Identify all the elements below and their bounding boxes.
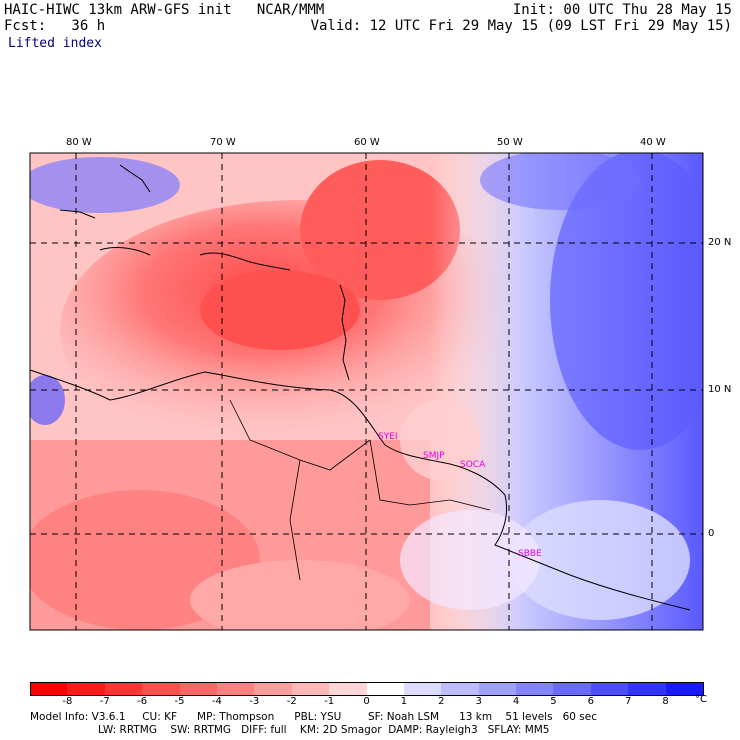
map-frame: [29, 152, 704, 631]
lon-label-70w: 70 W: [210, 137, 236, 148]
colorbar-tick-label: -6: [137, 696, 148, 707]
colorbar-tick-label: -4: [211, 696, 222, 707]
colorbar-tick-label: 6: [587, 696, 595, 707]
colorbar-swatch: [590, 682, 629, 696]
lifted-index-field: [30, 153, 703, 630]
colorbar-swatch: [142, 682, 181, 696]
lon-label-60w: 60 W: [354, 137, 380, 148]
lon-label-40w: 40 W: [640, 137, 666, 148]
field-name: Lifted index: [8, 36, 102, 51]
colorbar-tick-label: 1: [400, 696, 408, 707]
colorbar-swatch: [254, 682, 293, 696]
colorbar-swatch: [665, 682, 705, 696]
colorbar-swatch: [516, 682, 554, 696]
colorbar-swatch: [403, 682, 442, 696]
colorbar-swatch: [179, 682, 218, 696]
colorbar-swatch: [216, 682, 255, 696]
colorbar-unit: °C: [695, 694, 707, 705]
lat-label-10n: 10 N: [708, 384, 732, 395]
forecast-hour: Fcst: 36 h: [4, 18, 106, 34]
colorbar-tick-label: -5: [174, 696, 185, 707]
lon-label-80w: 80 W: [66, 137, 92, 148]
colorbar-swatch: [553, 682, 592, 696]
lon-label-50w: 50 W: [497, 137, 523, 148]
model-info-line1: Model Info: V3.6.1 CU: KF MP: Thompson P…: [30, 711, 597, 723]
model-title: HAIC-HIWC 13km ARW-GFS init NCAR/MMM: [4, 2, 325, 18]
colorbar-swatch: [329, 682, 367, 696]
lat-label-20n: 20 N: [708, 237, 732, 248]
colorbar-tick-label: 8: [662, 696, 669, 707]
colorbar-tick-label: -1: [324, 696, 335, 707]
station-sbbe: SBBE: [518, 549, 542, 559]
country-borders: [229, 399, 491, 581]
colorbar-swatch: [478, 682, 517, 696]
valid-time: Valid: 12 UTC Fri 29 May 15 (09 LST Fri …: [310, 18, 732, 34]
colorbar-swatch: [628, 682, 667, 696]
station-syei: SYEI: [378, 432, 398, 442]
graticule: [30, 153, 703, 630]
station-smjp: SMJP: [423, 451, 445, 461]
model-info-line2: LW: RRTMG SW: RRTMG DIFF: full KM: 2D Sm…: [98, 724, 550, 736]
init-time: Init: 00 UTC Thu 28 May 15: [512, 2, 732, 18]
colorbar-tick-label: 2: [438, 696, 445, 707]
colorbar-swatch: [30, 682, 69, 696]
colorbar-swatch: [67, 682, 106, 696]
colorbar-tick-label: 5: [550, 696, 557, 707]
colorbar-swatch: [104, 682, 143, 696]
colorbar-tick-label: -2: [286, 696, 297, 707]
colorbar-tick-label: -7: [99, 696, 110, 707]
lat-label-0: 0: [708, 528, 715, 539]
station-soca: SOCA: [460, 460, 486, 470]
colorbar-swatch: [291, 682, 330, 696]
colorbar-swatch: [366, 682, 405, 696]
colorbar-tick-label: 4: [512, 696, 520, 707]
coastlines: [29, 164, 691, 611]
colorbar-tick-label: -8: [62, 696, 73, 707]
colorbar-tick-label: 0: [363, 696, 370, 707]
colorbar-tick-label: -3: [249, 696, 260, 707]
colorbar-tick-label: 7: [625, 696, 632, 707]
colorbar-tick-label: 3: [475, 696, 482, 707]
colorbar-swatch: [441, 682, 480, 696]
